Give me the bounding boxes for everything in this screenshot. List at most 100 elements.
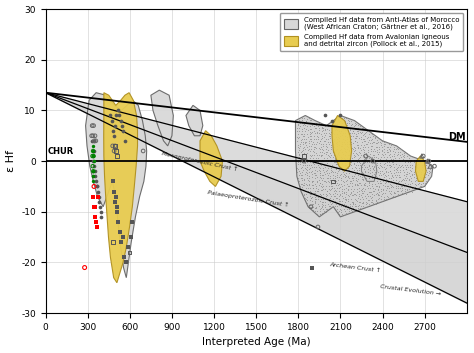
- Point: [346, 131, 354, 136]
- Point: [373, 178, 381, 184]
- Point: [405, 178, 413, 183]
- Point: [374, 196, 382, 202]
- Point: [379, 183, 386, 188]
- Point: [347, 125, 355, 131]
- Point: [109, 143, 117, 149]
- Point: [368, 197, 376, 202]
- Point: [341, 174, 348, 180]
- Point: [354, 183, 361, 188]
- Point: [359, 178, 367, 183]
- Point: [347, 139, 355, 145]
- Point: [325, 130, 333, 136]
- Point: [304, 134, 311, 139]
- Point: [294, 122, 301, 128]
- Point: [329, 164, 337, 169]
- Point: [315, 164, 323, 170]
- Point: [336, 130, 344, 136]
- Point: [320, 138, 328, 144]
- Point: [306, 126, 313, 132]
- Point: [315, 177, 322, 183]
- Point: [112, 194, 119, 199]
- Point: [329, 169, 337, 175]
- Point: [376, 162, 384, 168]
- Point: [328, 128, 336, 134]
- Point: [377, 189, 385, 194]
- Point: [327, 152, 334, 157]
- Point: [351, 181, 358, 186]
- Point: [309, 172, 316, 177]
- Point: [354, 203, 362, 209]
- Point: [351, 202, 359, 207]
- Point: [320, 179, 328, 184]
- Point: [321, 172, 329, 177]
- Point: [353, 169, 360, 175]
- Point: [342, 166, 349, 171]
- Point: [406, 181, 413, 186]
- Point: [353, 167, 360, 173]
- Point: [347, 168, 355, 173]
- Point: [356, 160, 363, 165]
- Point: [421, 166, 428, 171]
- Point: [300, 137, 308, 142]
- Point: [346, 160, 354, 165]
- Point: [325, 179, 332, 185]
- Point: [415, 168, 423, 173]
- Point: [363, 199, 370, 205]
- Point: [308, 164, 316, 170]
- Point: [316, 211, 324, 217]
- Point: [308, 154, 315, 159]
- Point: [382, 187, 390, 193]
- Point: [371, 149, 379, 154]
- Point: [373, 168, 380, 173]
- Point: [406, 170, 413, 176]
- Point: [380, 191, 387, 196]
- Point: [399, 167, 407, 173]
- Point: [322, 157, 330, 163]
- Point: [346, 127, 354, 133]
- Point: [312, 146, 319, 151]
- Point: [355, 145, 362, 151]
- Point: [374, 192, 382, 198]
- Point: [343, 122, 351, 128]
- Point: [383, 178, 391, 183]
- Point: [365, 131, 373, 137]
- Point: [110, 189, 118, 195]
- Point: [401, 188, 409, 194]
- Point: [341, 133, 349, 139]
- Point: [374, 180, 382, 186]
- Point: [340, 125, 347, 131]
- Point: [373, 137, 381, 142]
- Point: [337, 181, 345, 187]
- Point: [389, 156, 397, 162]
- Point: [390, 193, 397, 199]
- Point: [344, 168, 352, 173]
- Point: [335, 164, 343, 170]
- Point: [333, 172, 340, 177]
- Point: [329, 192, 337, 197]
- Point: [340, 145, 348, 150]
- Point: [383, 155, 391, 160]
- Point: [295, 151, 302, 157]
- Point: [319, 203, 326, 208]
- Point: [319, 127, 327, 133]
- Point: [337, 207, 345, 213]
- Point: [316, 183, 323, 188]
- Point: [325, 186, 332, 192]
- Point: [302, 118, 310, 124]
- Point: [390, 168, 398, 173]
- Point: [366, 193, 374, 198]
- Point: [335, 135, 343, 141]
- Point: [346, 157, 354, 163]
- Point: [310, 155, 317, 161]
- Point: [296, 157, 304, 163]
- Point: [371, 175, 378, 180]
- Point: [401, 159, 409, 164]
- Point: [313, 188, 321, 194]
- Point: [364, 134, 372, 140]
- Point: [106, 113, 114, 118]
- Point: [295, 172, 302, 178]
- Point: [411, 185, 419, 191]
- Point: [310, 201, 317, 207]
- Point: [335, 193, 342, 199]
- Point: [300, 133, 307, 139]
